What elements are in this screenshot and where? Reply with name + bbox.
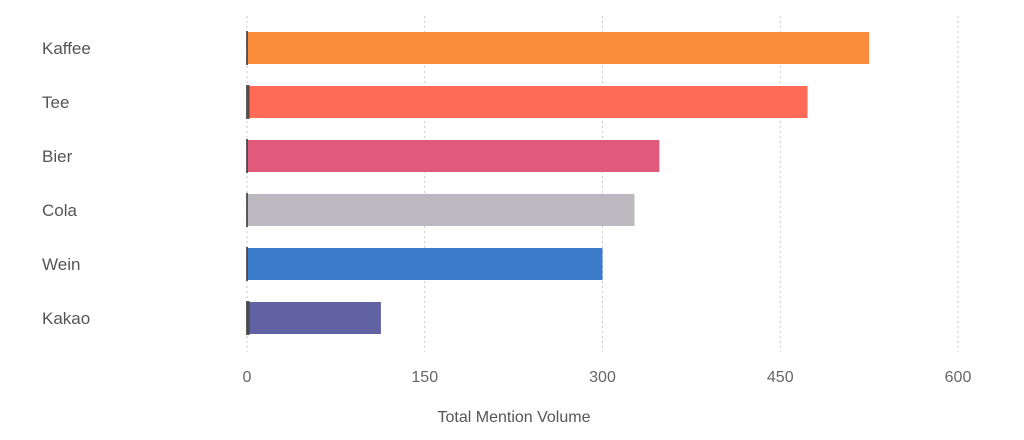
category-label: Kakao — [42, 309, 90, 328]
x-tick-label: 600 — [945, 369, 972, 386]
x-tick-label: 150 — [411, 369, 438, 386]
bar-marker — [246, 139, 248, 173]
bar-marker — [246, 31, 248, 65]
category-label: Kaffee — [42, 39, 91, 58]
bar-cola[interactable] — [247, 194, 635, 226]
bar-marker — [246, 85, 250, 119]
bar-kakao[interactable] — [247, 302, 381, 334]
x-axis-title: Total Mention Volume — [438, 409, 591, 426]
category-label: Tee — [42, 93, 69, 112]
category-label: Cola — [42, 201, 78, 220]
x-tick-label: 0 — [243, 369, 252, 386]
x-tick-label: 300 — [589, 369, 616, 386]
x-tick-label: 450 — [767, 369, 794, 386]
bar-tee[interactable] — [247, 86, 808, 118]
bar-marker — [246, 301, 250, 335]
bar-kaffee[interactable] — [247, 32, 870, 64]
bar-marker — [246, 193, 248, 227]
category-label: Wein — [42, 255, 80, 274]
bar-marker — [246, 247, 248, 281]
bar-bier[interactable] — [247, 140, 660, 172]
bar-wein[interactable] — [247, 248, 603, 280]
category-label: Bier — [42, 147, 73, 166]
